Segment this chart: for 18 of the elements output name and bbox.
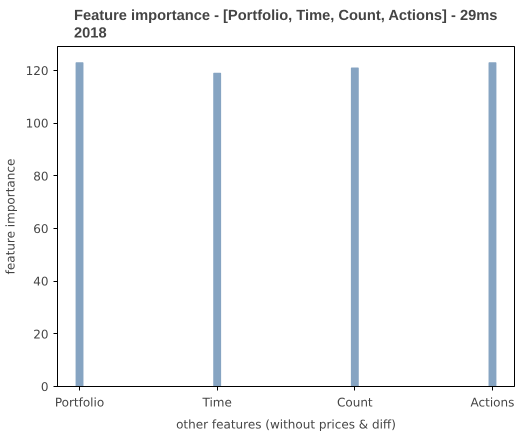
y-tick-label: 20 [33, 327, 49, 342]
y-tick-label: 100 [26, 116, 48, 131]
x-tick-label: Actions [470, 396, 514, 410]
x-tick-label: Portfolio [54, 396, 104, 410]
y-tick-label: 60 [33, 222, 49, 236]
bar [213, 72, 222, 386]
chart-title: Feature importance - [Portfolio, Time, Count, Actions] - 29ms 2018 [74, 8, 498, 42]
y-tick-label: 80 [33, 169, 49, 184]
x-tick-label: Time [201, 396, 232, 410]
y-tick-label: 120 [26, 64, 48, 78]
x-axis-title: other features (without prices & diff) [176, 418, 396, 432]
y-axis-title: feature importance [4, 158, 18, 274]
y-tick-label: 40 [33, 274, 49, 289]
bar [350, 67, 359, 386]
x-tick-label: Count [337, 396, 373, 410]
y-tick-label: 0 [40, 380, 49, 394]
bar [76, 62, 84, 386]
bar [488, 62, 496, 386]
